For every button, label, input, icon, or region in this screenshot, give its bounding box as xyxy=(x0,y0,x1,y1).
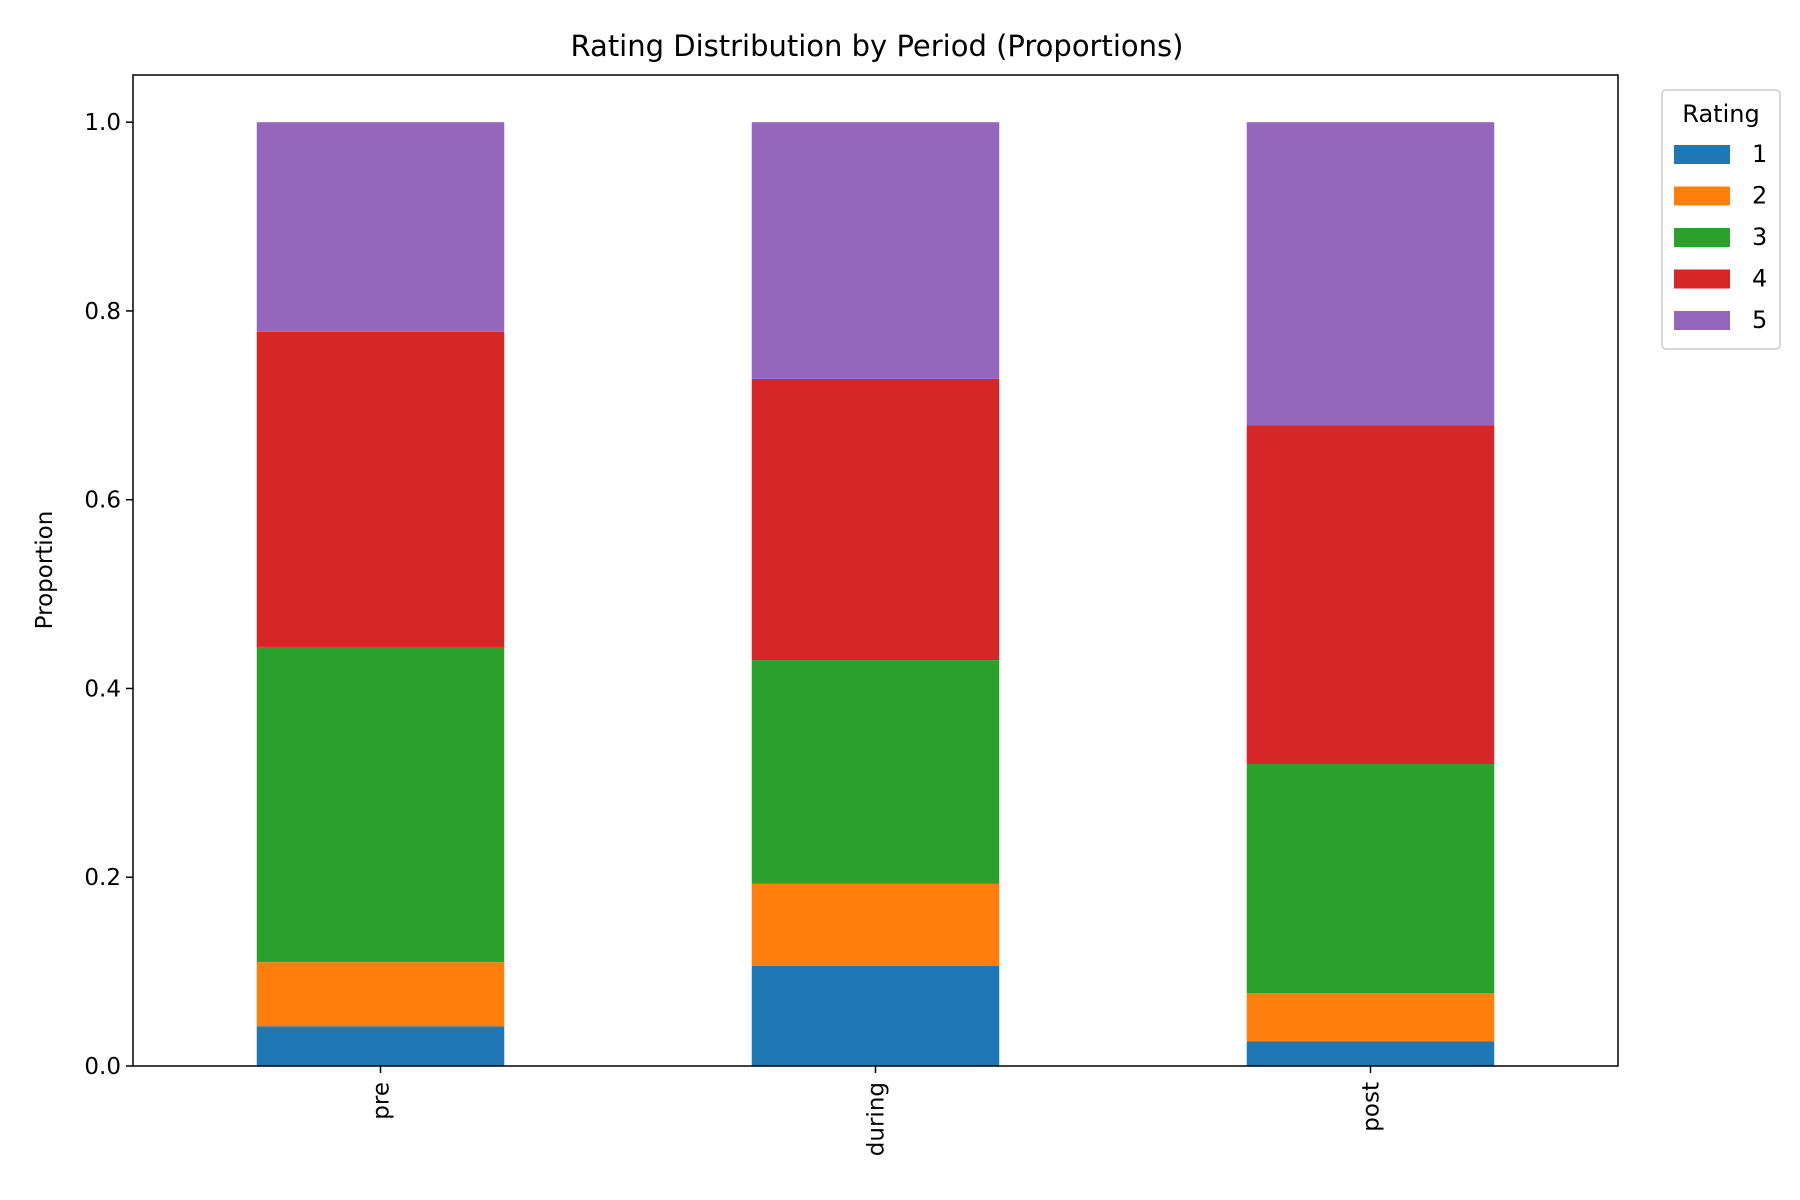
bar-during-rating-2 xyxy=(751,883,1000,966)
x-tick-label-post: post xyxy=(1359,1082,1385,1132)
bar-post-rating-4 xyxy=(1246,425,1495,764)
bar-pre-rating-5 xyxy=(256,122,505,332)
legend-label-5: 5 xyxy=(1752,306,1767,334)
bar-during-rating-3 xyxy=(751,660,1000,884)
x-tick-label-during: during xyxy=(864,1082,890,1156)
bar-pre-rating-3 xyxy=(256,646,505,963)
legend-items: 1 2 3 4 5 xyxy=(1674,140,1767,334)
bar-post-rating-5 xyxy=(1246,122,1495,426)
bar-during-rating-5 xyxy=(751,122,1000,379)
y-tick-label: 0.8 xyxy=(84,299,121,325)
chart-title: Rating Distribution by Period (Proportio… xyxy=(571,29,1184,63)
x-axis: pre during post xyxy=(369,1066,1385,1156)
y-tick-label: 0.6 xyxy=(84,488,121,514)
bar-post-rating-1 xyxy=(1246,1041,1495,1066)
y-tick-label: 0.0 xyxy=(84,1054,121,1080)
bar-pre-rating-1 xyxy=(256,1026,505,1066)
legend-title: Rating xyxy=(1682,100,1759,128)
bar-pre-rating-2 xyxy=(256,962,505,1027)
y-tick-label: 0.4 xyxy=(84,676,121,702)
legend-label-2: 2 xyxy=(1752,182,1767,210)
bar-post-rating-2 xyxy=(1246,993,1495,1042)
bars-group xyxy=(256,122,1495,1066)
legend-swatch-4 xyxy=(1674,269,1730,289)
x-tick-label-pre: pre xyxy=(369,1082,395,1120)
legend-swatch-2 xyxy=(1674,186,1730,206)
bar-pre-rating-4 xyxy=(256,331,505,647)
bar-during-rating-1 xyxy=(751,965,1000,1066)
bar-during-rating-4 xyxy=(751,378,1000,661)
legend-label-4: 4 xyxy=(1752,265,1767,293)
legend-swatch-3 xyxy=(1674,228,1730,247)
y-tick-label: 0.2 xyxy=(84,865,121,891)
legend-swatch-5 xyxy=(1674,311,1730,330)
y-tick-label: 1.0 xyxy=(84,110,121,136)
bar-post-rating-3 xyxy=(1246,763,1495,994)
legend-label-3: 3 xyxy=(1752,223,1767,251)
legend: Rating 1 2 3 4 5 xyxy=(1661,89,1781,350)
y-axis: 0.0 0.2 0.4 0.6 0.8 1.0 xyxy=(84,110,133,1080)
y-axis-label: Proportion xyxy=(32,511,58,630)
legend-label-1: 1 xyxy=(1752,140,1767,168)
legend-swatch-1 xyxy=(1674,145,1730,164)
